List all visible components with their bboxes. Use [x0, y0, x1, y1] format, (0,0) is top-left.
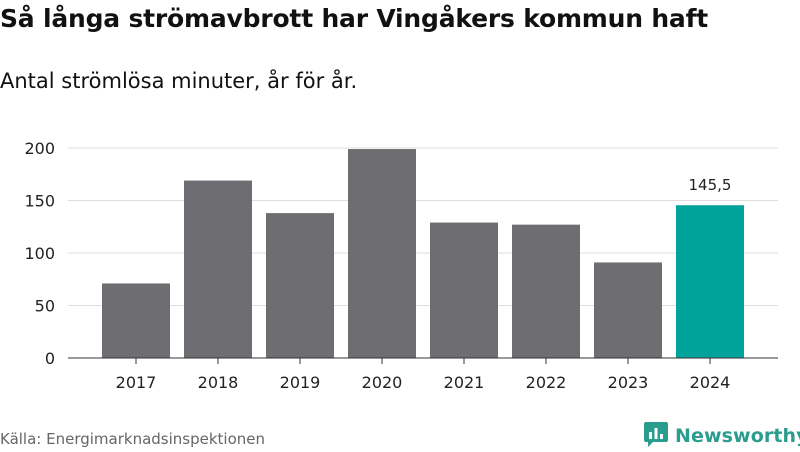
- chart-subtitle: Antal strömlösa minuter, år för år.: [0, 69, 358, 93]
- x-tick-label: 2022: [526, 373, 567, 392]
- bar: [594, 262, 662, 358]
- bar: [676, 205, 744, 358]
- bar: [430, 222, 498, 358]
- x-tick-label: 2024: [690, 373, 731, 392]
- bar: [102, 283, 170, 358]
- y-tick-label: 0: [45, 349, 55, 368]
- brand-name: Newsworthy: [675, 425, 800, 447]
- newsworthy-logo-icon: [643, 420, 669, 452]
- x-tick-label: 2021: [444, 373, 485, 392]
- chart-title: Så långa strömavbrott har Vingåkers komm…: [0, 4, 709, 33]
- bar: [184, 180, 252, 358]
- x-tick-label: 2020: [362, 373, 403, 392]
- y-tick-label: 50: [35, 297, 55, 316]
- y-tick-label: 100: [24, 244, 55, 263]
- bar: [512, 224, 580, 358]
- data-label: 145,5: [689, 176, 732, 194]
- brand: Newsworthy: [643, 420, 800, 452]
- x-tick-label: 2018: [198, 373, 239, 392]
- y-tick-label: 150: [24, 192, 55, 211]
- x-tick-label: 2023: [608, 373, 649, 392]
- bar: [348, 149, 416, 358]
- bar-chart: 0 50 100 150 200 2017 2018 2019 2020 2021 2022 2023…: [24, 139, 778, 392]
- bar: [266, 213, 334, 358]
- y-tick-label: 200: [24, 139, 55, 158]
- x-tick-label: 2017: [116, 373, 157, 392]
- source-note: Källa: Energimarknadsinspektionen: [0, 430, 266, 448]
- x-tick-label: 2019: [280, 373, 321, 392]
